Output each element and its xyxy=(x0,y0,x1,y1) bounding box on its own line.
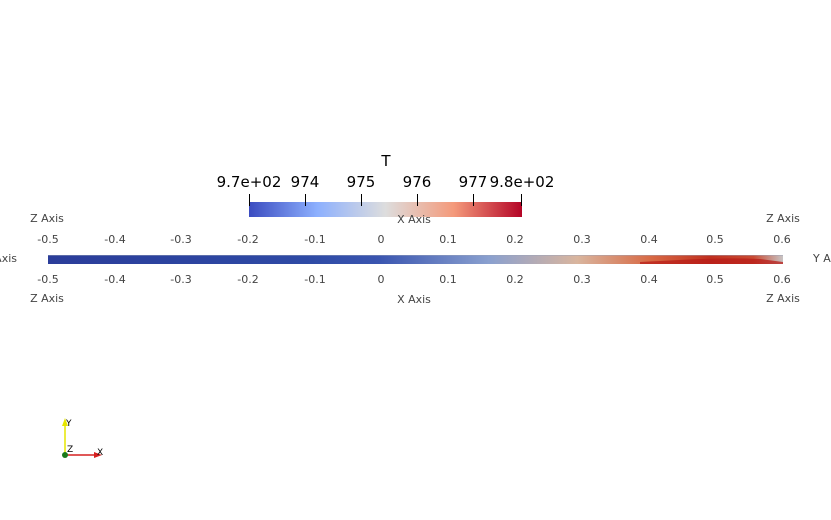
left-axis-title: Y Axis xyxy=(0,252,17,265)
top-tick-label: 0.3 xyxy=(573,233,591,246)
bottom-tick-label: -0.5 xyxy=(37,273,58,286)
bottom-left-axis-title: Z Axis xyxy=(30,292,64,305)
colorbar-tick-label: 974 xyxy=(291,173,320,191)
triad-z-axis-icon xyxy=(62,452,68,458)
bottom-tick-label: 0.2 xyxy=(506,273,524,286)
top-tick-label: -0.2 xyxy=(237,233,258,246)
top-center-axis-title: X Axis xyxy=(397,213,431,226)
triad-z-label: Z xyxy=(67,445,73,455)
bottom-tick-label: -0.3 xyxy=(170,273,191,286)
bottom-tick-label: 0.4 xyxy=(640,273,658,286)
colorbar-tick-marks xyxy=(249,194,522,206)
colorbar-legend[interactable]: T 9.7e+02 974 975 976 977 9.8e+02 xyxy=(217,152,555,217)
bottom-tick-label: -0.1 xyxy=(304,273,325,286)
colorbar-title: T xyxy=(380,152,391,170)
bottom-tick-labels: -0.5 -0.4 -0.3 -0.2 -0.1 0 0.1 0.2 0.3 0… xyxy=(37,273,790,286)
bottom-tick-label: -0.4 xyxy=(104,273,125,286)
surface-strip[interactable] xyxy=(48,255,783,264)
top-tick-label: -0.5 xyxy=(37,233,58,246)
bottom-tick-label: 0.6 xyxy=(773,273,791,286)
colorbar-tick-label: 9.7e+02 xyxy=(217,173,282,191)
top-tick-label: 0.5 xyxy=(706,233,724,246)
colorbar-tick-label: 977 xyxy=(459,173,488,191)
bottom-tick-label: 0.5 xyxy=(706,273,724,286)
top-tick-label: 0.1 xyxy=(439,233,457,246)
bottom-tick-label: 0 xyxy=(378,273,385,286)
bottom-tick-label: 0.1 xyxy=(439,273,457,286)
colorbar-tick-label: 9.8e+02 xyxy=(490,173,555,191)
triad-x-label: X xyxy=(97,448,103,458)
top-tick-label: 0.4 xyxy=(640,233,658,246)
triad-y-label: Y xyxy=(65,419,72,429)
colorbar-tick-labels: 9.7e+02 974 975 976 977 9.8e+02 xyxy=(217,173,555,191)
top-tick-label: -0.1 xyxy=(304,233,325,246)
surface-hot-band xyxy=(640,258,783,264)
triad-x-arrowhead-icon xyxy=(94,452,102,458)
top-tick-label: -0.3 xyxy=(170,233,191,246)
top-tick-label: 0 xyxy=(378,233,385,246)
bottom-right-axis-title: Z Axis xyxy=(766,292,800,305)
top-right-axis-title: Z Axis xyxy=(766,212,800,225)
rendered-surface[interactable] xyxy=(48,255,783,264)
top-tick-label: 0.2 xyxy=(506,233,524,246)
cube-axes-titles: Z Axis X Axis Z Axis Y Axis Y Axis Z Axi… xyxy=(0,212,831,306)
colorbar-swatch xyxy=(249,202,522,217)
triad-y-arrowhead-icon xyxy=(62,418,68,426)
top-left-axis-title: Z Axis xyxy=(30,212,64,225)
top-tick-labels: -0.5 -0.4 -0.3 -0.2 -0.1 0 0.1 0.2 0.3 0… xyxy=(37,233,790,246)
bottom-tick-label: -0.2 xyxy=(237,273,258,286)
colorbar-tick-label: 976 xyxy=(403,173,432,191)
top-tick-label: -0.4 xyxy=(104,233,125,246)
colorbar-tick-label: 975 xyxy=(347,173,376,191)
top-tick-label: 0.6 xyxy=(773,233,791,246)
bottom-tick-label: 0.3 xyxy=(573,273,591,286)
bottom-center-axis-title: X Axis xyxy=(397,293,431,306)
orientation-axes-triad[interactable]: Y X Z xyxy=(62,418,103,458)
right-axis-title: Y Axis xyxy=(812,252,831,265)
